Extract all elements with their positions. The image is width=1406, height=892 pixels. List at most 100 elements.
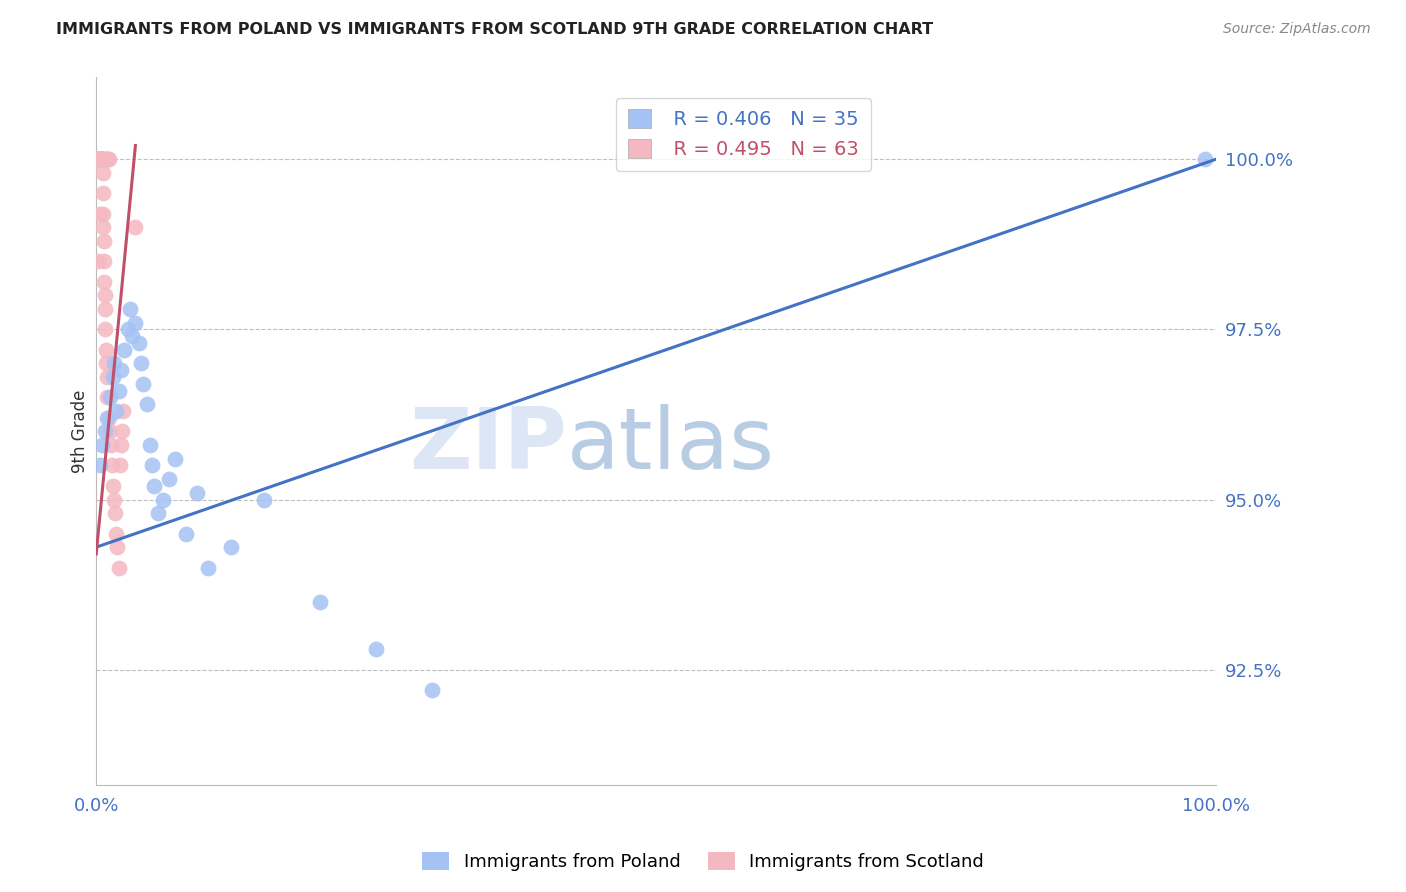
Point <box>87 152 110 166</box>
Point <box>90 152 112 166</box>
Point <box>420 683 443 698</box>
Point <box>135 397 157 411</box>
Point <box>129 356 152 370</box>
Point <box>93 220 115 235</box>
Point <box>128 335 150 350</box>
Point <box>107 540 129 554</box>
Text: Source: ZipAtlas.com: Source: ZipAtlas.com <box>1223 22 1371 37</box>
Legend:   R = 0.406   N = 35,   R = 0.495   N = 63: R = 0.406 N = 35, R = 0.495 N = 63 <box>616 98 870 170</box>
Point <box>101 479 124 493</box>
Point <box>103 356 125 370</box>
Point <box>91 152 114 166</box>
Point <box>157 472 180 486</box>
Point <box>107 384 129 398</box>
Point <box>93 288 115 302</box>
Point <box>94 425 117 439</box>
Point <box>98 391 121 405</box>
Point <box>112 404 135 418</box>
Point <box>118 301 141 316</box>
Point <box>90 152 112 166</box>
Point <box>117 322 139 336</box>
Point <box>86 152 108 166</box>
Point <box>174 526 197 541</box>
Point <box>91 152 114 166</box>
Point <box>101 370 124 384</box>
Point <box>91 152 114 166</box>
Point <box>89 458 111 473</box>
Point <box>139 438 162 452</box>
Point <box>90 152 112 166</box>
Point <box>186 485 208 500</box>
Point <box>105 526 128 541</box>
Text: atlas: atlas <box>567 404 775 487</box>
Point <box>89 152 111 166</box>
Point <box>89 152 111 166</box>
Point <box>152 492 174 507</box>
Point <box>219 540 242 554</box>
Point <box>110 363 132 377</box>
Point <box>96 152 118 166</box>
Point <box>96 410 118 425</box>
Point <box>90 152 112 166</box>
Point <box>89 152 111 166</box>
Point <box>89 152 111 166</box>
Point <box>93 275 115 289</box>
Point <box>89 152 111 166</box>
Point <box>87 152 110 166</box>
Point <box>89 206 111 220</box>
Text: ZIP: ZIP <box>409 404 567 487</box>
Point <box>253 492 276 507</box>
Point <box>124 316 146 330</box>
Point <box>309 594 332 608</box>
Point <box>366 642 388 657</box>
Point <box>96 391 118 405</box>
Point <box>107 560 129 574</box>
Point <box>93 254 115 268</box>
Point <box>87 152 110 166</box>
Point <box>101 458 124 473</box>
Point <box>143 479 166 493</box>
Point <box>96 356 118 370</box>
Point <box>91 186 114 201</box>
Point <box>104 506 127 520</box>
Point <box>197 560 219 574</box>
Point <box>94 322 117 336</box>
Point <box>91 166 114 180</box>
Point <box>141 458 163 473</box>
Point <box>87 152 110 166</box>
Point <box>97 410 120 425</box>
Y-axis label: 9th Grade: 9th Grade <box>72 390 89 473</box>
Legend: Immigrants from Poland, Immigrants from Scotland: Immigrants from Poland, Immigrants from … <box>415 846 991 879</box>
Point <box>90 152 112 166</box>
Point <box>93 234 115 248</box>
Point <box>132 376 155 391</box>
Point <box>90 152 112 166</box>
Point <box>96 370 118 384</box>
Point <box>121 329 143 343</box>
Point <box>110 438 132 452</box>
Point <box>112 343 135 357</box>
Point <box>98 425 121 439</box>
Point <box>111 425 134 439</box>
Point <box>86 152 108 166</box>
Point <box>87 152 110 166</box>
Point <box>87 254 110 268</box>
Point <box>1194 152 1216 166</box>
Point <box>91 206 114 220</box>
Point <box>94 301 117 316</box>
Point <box>93 152 115 166</box>
Point <box>90 438 112 452</box>
Point <box>86 152 108 166</box>
Point <box>105 404 128 418</box>
Point <box>86 152 108 166</box>
Point <box>94 152 117 166</box>
Point <box>87 152 110 166</box>
Point <box>87 152 110 166</box>
Point <box>97 152 120 166</box>
Point <box>89 152 111 166</box>
Point <box>163 451 186 466</box>
Point <box>93 152 115 166</box>
Point <box>108 458 131 473</box>
Point <box>146 506 169 520</box>
Point <box>94 343 117 357</box>
